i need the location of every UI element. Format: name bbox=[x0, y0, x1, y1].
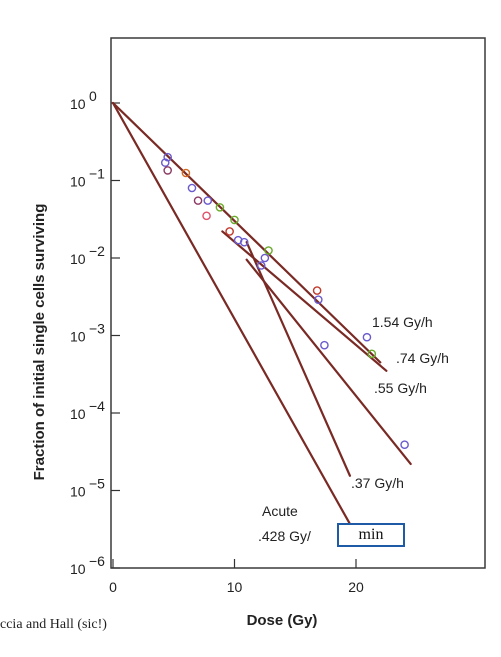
y-tick-label: 10 bbox=[70, 406, 86, 422]
fit-line bbox=[111, 101, 352, 526]
y-tick-exponent: −2 bbox=[89, 243, 105, 259]
y-axis-title: Fraction of initial single cells survivi… bbox=[31, 204, 48, 481]
data-point bbox=[264, 246, 273, 255]
fit-line bbox=[245, 258, 412, 466]
data-point bbox=[367, 349, 377, 359]
annotation-acute-rate: .428 Gy/ bbox=[258, 528, 311, 544]
data-point bbox=[260, 253, 270, 263]
y-tick-label: 10 bbox=[70, 174, 86, 190]
y-tick-exponent: −5 bbox=[89, 476, 105, 492]
y-tick-exponent: 0 bbox=[89, 88, 97, 104]
data-point bbox=[239, 237, 249, 247]
data-point bbox=[225, 227, 234, 236]
data-points bbox=[160, 152, 409, 449]
x-axis-ticks: 0 10 20 bbox=[109, 559, 364, 595]
y-tick-exponent: −3 bbox=[89, 321, 105, 337]
fit-lines bbox=[111, 101, 412, 526]
y-tick-label: 10 bbox=[70, 96, 86, 112]
y-tick-label: 10 bbox=[70, 329, 86, 345]
data-point bbox=[400, 440, 409, 449]
annotation-0-74-gy-h: .74 Gy/h bbox=[396, 350, 449, 366]
fit-line bbox=[221, 230, 388, 372]
plot-frame bbox=[110, 37, 486, 569]
y-tick-exponent: −1 bbox=[89, 166, 105, 182]
x-tick-label: 20 bbox=[348, 579, 364, 595]
data-point bbox=[203, 196, 213, 205]
data-point bbox=[193, 196, 203, 205]
data-point bbox=[160, 158, 170, 167]
y-tick-exponent: −6 bbox=[89, 553, 105, 569]
y-tick-label: 10 bbox=[70, 251, 86, 267]
data-point bbox=[314, 295, 323, 304]
source-caption: ccia and Hall (sic!) bbox=[0, 617, 107, 632]
data-point bbox=[202, 211, 211, 221]
x-axis-title: Dose (Gy) bbox=[247, 612, 318, 629]
fit-line bbox=[245, 241, 352, 477]
data-point bbox=[181, 168, 191, 178]
annotation-1-54-gy-h: 1.54 Gy/h bbox=[372, 314, 433, 330]
annotation-0-55-gy-h: .55 Gy/h bbox=[374, 380, 427, 396]
data-point bbox=[230, 215, 239, 225]
data-point bbox=[362, 332, 372, 342]
y-tick-label: 10 bbox=[70, 484, 86, 500]
data-point bbox=[163, 166, 172, 175]
annotation-0-37-gy-h: .37 Gy/h bbox=[351, 475, 404, 491]
data-point bbox=[312, 286, 322, 295]
data-point bbox=[256, 261, 266, 270]
y-tick-label: 10 bbox=[70, 561, 86, 577]
annotation-acute: Acute bbox=[262, 503, 298, 519]
unit-label-box: min bbox=[337, 523, 405, 547]
data-point bbox=[187, 183, 197, 193]
data-point bbox=[320, 340, 329, 350]
data-point bbox=[215, 203, 225, 212]
x-tick-label: 10 bbox=[227, 579, 243, 595]
fit-line bbox=[111, 101, 382, 364]
y-tick-exponent: −4 bbox=[89, 398, 105, 414]
x-tick-label: 0 bbox=[109, 579, 117, 595]
